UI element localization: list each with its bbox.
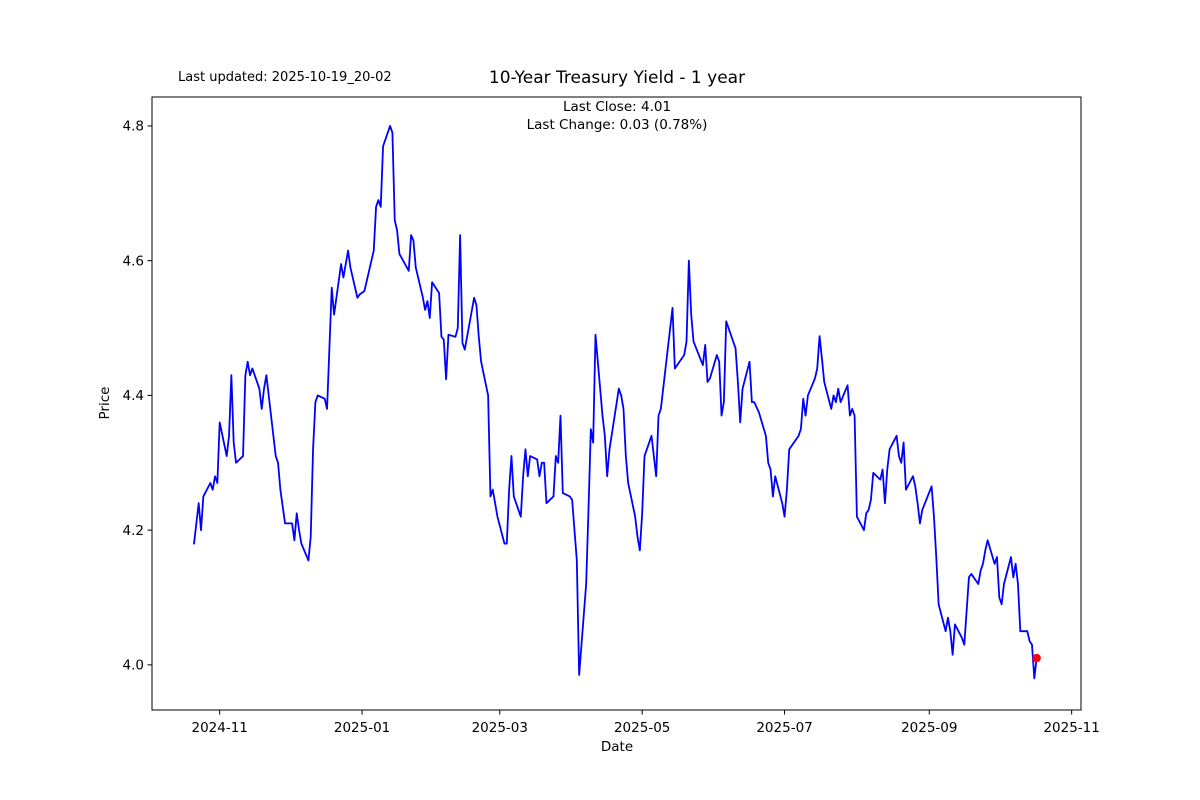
x-axis: 2024-11 2025-01 2025-03 2025-05 2025-07 2025-… (191, 710, 1100, 736)
y-tick-label: 4.0 (123, 658, 144, 674)
x-tick-label: 2025-09 (901, 720, 957, 736)
last-close-subtitle: Last Close: 4.01 (563, 99, 671, 115)
y-tick-label: 4.4 (123, 388, 144, 404)
y-axis: 4.0 4.2 4.4 4.6 4.8 (123, 119, 152, 674)
last-change-subtitle: Last Change: 0.03 (0.78%) (527, 117, 708, 133)
y-axis-label: Price (97, 387, 113, 420)
last-updated-annotation: Last updated: 2025-10-19_20-02 (178, 70, 392, 85)
x-tick-label: 2024-11 (191, 720, 247, 736)
chart-title: 10-Year Treasury Yield - 1 year (489, 68, 745, 88)
x-tick-label: 2025-01 (334, 720, 390, 736)
yield-line-series (193, 125, 1038, 680)
y-tick-label: 4.8 (123, 119, 144, 135)
plot-border (151, 96, 1082, 711)
x-axis-label: Date (601, 739, 633, 755)
x-tick-label: 2025-03 (472, 720, 528, 736)
x-tick-label: 2025-07 (756, 720, 812, 736)
y-tick-label: 4.6 (123, 253, 144, 269)
x-tick-label: 2025-11 (1043, 720, 1099, 736)
y-tick-label: 4.2 (123, 523, 144, 539)
x-tick-label: 2025-05 (614, 720, 670, 736)
last-close-marker (1032, 653, 1041, 663)
